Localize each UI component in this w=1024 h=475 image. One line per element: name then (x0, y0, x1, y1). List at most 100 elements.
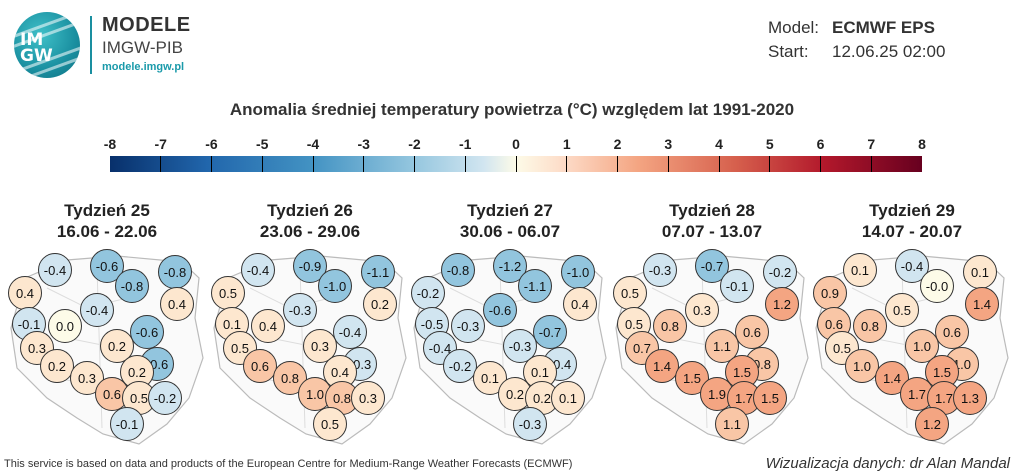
anomaly-value: 0.4 (563, 287, 597, 321)
week-panel: Tydzień 25 16.06 - 22.06 -0.4 -0.6 -0.8 0.4 -0… (7, 200, 207, 445)
brand-title: MODELE (102, 14, 191, 36)
anomaly-value: -0.3 (283, 293, 317, 327)
anomaly-value: -0.8 (158, 255, 192, 289)
anomaly-value: 1.4 (645, 349, 679, 383)
anomaly-value: 1.1 (715, 407, 749, 441)
anomaly-value: 0.5 (885, 293, 919, 327)
anomaly-value: 0.5 (613, 276, 647, 310)
colorbar-tick (464, 156, 466, 172)
colorbar-tick-label: 0 (512, 136, 520, 152)
week-range: 23.06 - 29.06 (259, 222, 361, 241)
anomaly-value: 1.3 (953, 381, 987, 415)
colorbar-tick-label: -6 (205, 136, 218, 152)
anomaly-value: 0.7 (625, 331, 659, 365)
week-range: 30.06 - 06.07 (459, 222, 561, 241)
brand-url[interactable]: modele.imgw.pl (102, 61, 185, 73)
logo-divider (90, 16, 92, 74)
anomaly-value: 1.2 (915, 407, 949, 441)
colorbar-tick (261, 156, 263, 172)
week-title: Tydzień 26 (267, 201, 353, 220)
anomaly-value: -0.7 (533, 315, 567, 349)
anomaly-value: 0.2 (363, 287, 397, 321)
anomaly-value: 0.1 (963, 255, 997, 289)
anomaly-value: 0.6 (935, 315, 969, 349)
week-panel: Tydzień 29 14.07 - 20.07 0.1 -0.4 0.1 0.9 -0.0… (812, 200, 1012, 445)
anomaly-value: 0.8 (273, 361, 307, 395)
colorbar-tick (211, 156, 212, 172)
week-range: 14.07 - 20.07 (861, 222, 963, 241)
anomaly-value: 0.4 (8, 276, 42, 310)
start-value: 12.06.25 02:00 (832, 42, 946, 61)
week-panel: Tydzień 28 07.07 - 13.07 -0.3 -0.7 -0.2 0.5 -0… (612, 200, 812, 445)
colorbar-tick (160, 156, 162, 172)
poland-map: -0.3 -0.7 -0.2 0.5 -0.1 1.2 0.3 0.5 0.8 0.6 0.7 1.1… (612, 248, 812, 448)
anomaly-value: 0.4 (160, 287, 194, 321)
anomaly-value: 0.6 (243, 349, 277, 383)
colorbar-tick (769, 156, 771, 172)
anomaly-value: -0.5 (415, 307, 449, 341)
anomaly-value: -0.2 (763, 255, 797, 289)
colorbar-tick (617, 156, 618, 172)
anomaly-value: -0.7 (695, 249, 729, 283)
week-panel: Tydzień 27 30.06 - 06.07 -0.8 -1.2 -1.0 -0.2-… (410, 200, 610, 445)
anomaly-value: 0.6 (735, 315, 769, 349)
anomaly-value: -0.8 (441, 253, 475, 287)
anomaly-value: -1.0 (561, 255, 595, 289)
model-value: ECMWF EPS (832, 18, 935, 37)
brand: MODELE IMGW-PIB modele.imgw.pl (102, 14, 191, 73)
anomaly-value: 0.1 (843, 253, 877, 287)
anomaly-value: -0.2 (148, 381, 182, 415)
colorbar-tick-label: -2 (408, 136, 421, 152)
anomaly-value: -0.6 (90, 249, 124, 283)
poland-map: 0.1 -0.4 0.1 0.9 -0.0 1.4 0.5 0.6 0.8 0.6 0.5 1.0 1.… (812, 248, 1012, 448)
credit: Wizualizacja danych: dr Alan Mandal (765, 455, 1010, 472)
anomaly-value: 0.1 (551, 381, 585, 415)
anomaly-value: -0.4 (333, 315, 367, 349)
colorbar-tick-label: 4 (715, 136, 723, 152)
anomaly-value: -0.1 (720, 269, 754, 303)
imgw-logo: IM GW (14, 12, 80, 78)
anomaly-value: -0.4 (80, 293, 114, 327)
colorbar-tick (312, 156, 314, 172)
colorbar-tick-label: -1 (459, 136, 472, 152)
anomaly-value: -0.8 (115, 269, 149, 303)
week-range: 07.07 - 13.07 (661, 222, 763, 241)
anomaly-value: -0.6 (130, 315, 164, 349)
week-title: Tydzień 25 (64, 201, 150, 220)
model-info: Model: ECMWF EPS Start: 12.06.25 02:00 (768, 18, 945, 66)
footer-note: This service is based on data and produc… (4, 458, 573, 470)
anomaly-value: -0.4 (38, 253, 72, 287)
poland-map: -0.8 -1.2 -1.0 -0.2 -1.1 0.4 -0.6 -0.5 -0.3 -0.7-… (410, 248, 610, 448)
colorbar-tick-label: 1 (562, 136, 571, 152)
colorbar-tick-label: 7 (867, 136, 876, 152)
anomaly-value: -0.4 (241, 253, 275, 287)
anomaly-value: 1.2 (765, 287, 799, 321)
colorbar-tick (870, 156, 872, 172)
colorbar-tick (667, 156, 669, 172)
colorbar-tick (414, 156, 415, 172)
anomaly-value: 0.8 (853, 309, 887, 343)
anomaly-value: 0.8 (653, 309, 687, 343)
anomaly-value: -0.6 (483, 293, 517, 327)
anomaly-value: -0.0 (920, 269, 954, 303)
colorbar-tick-label: -3 (357, 136, 370, 152)
model-label: Model: (768, 18, 820, 37)
colorbar-tick-label: -5 (256, 136, 269, 152)
anomaly-value: -0.1 (110, 407, 144, 441)
anomaly-value: 0.5 (313, 407, 347, 441)
anomaly-value: 1.5 (753, 381, 787, 415)
week-title: Tydzień 29 (869, 201, 955, 220)
anomaly-value: -0.3 (451, 309, 485, 343)
colorbar-tick (363, 156, 365, 172)
anomaly-value: 1.4 (965, 287, 999, 321)
colorbar (110, 156, 922, 172)
logo-text: IM GW (20, 30, 53, 66)
colorbar-tick-label: -7 (154, 136, 167, 152)
anomaly-value: -0.2 (443, 349, 477, 383)
anomaly-value: 0.9 (813, 276, 847, 310)
anomaly-value: -1.1 (518, 269, 552, 303)
anomaly-value: -0.3 (513, 407, 547, 441)
anomaly-value: 0.4 (251, 309, 285, 343)
anomaly-value: -1.1 (361, 255, 395, 289)
poland-map: -0.4 -0.6 -0.8 0.4 -0.8 0.4 -0.4 -0.1 0.0 -0.6 0.3… (7, 248, 207, 448)
